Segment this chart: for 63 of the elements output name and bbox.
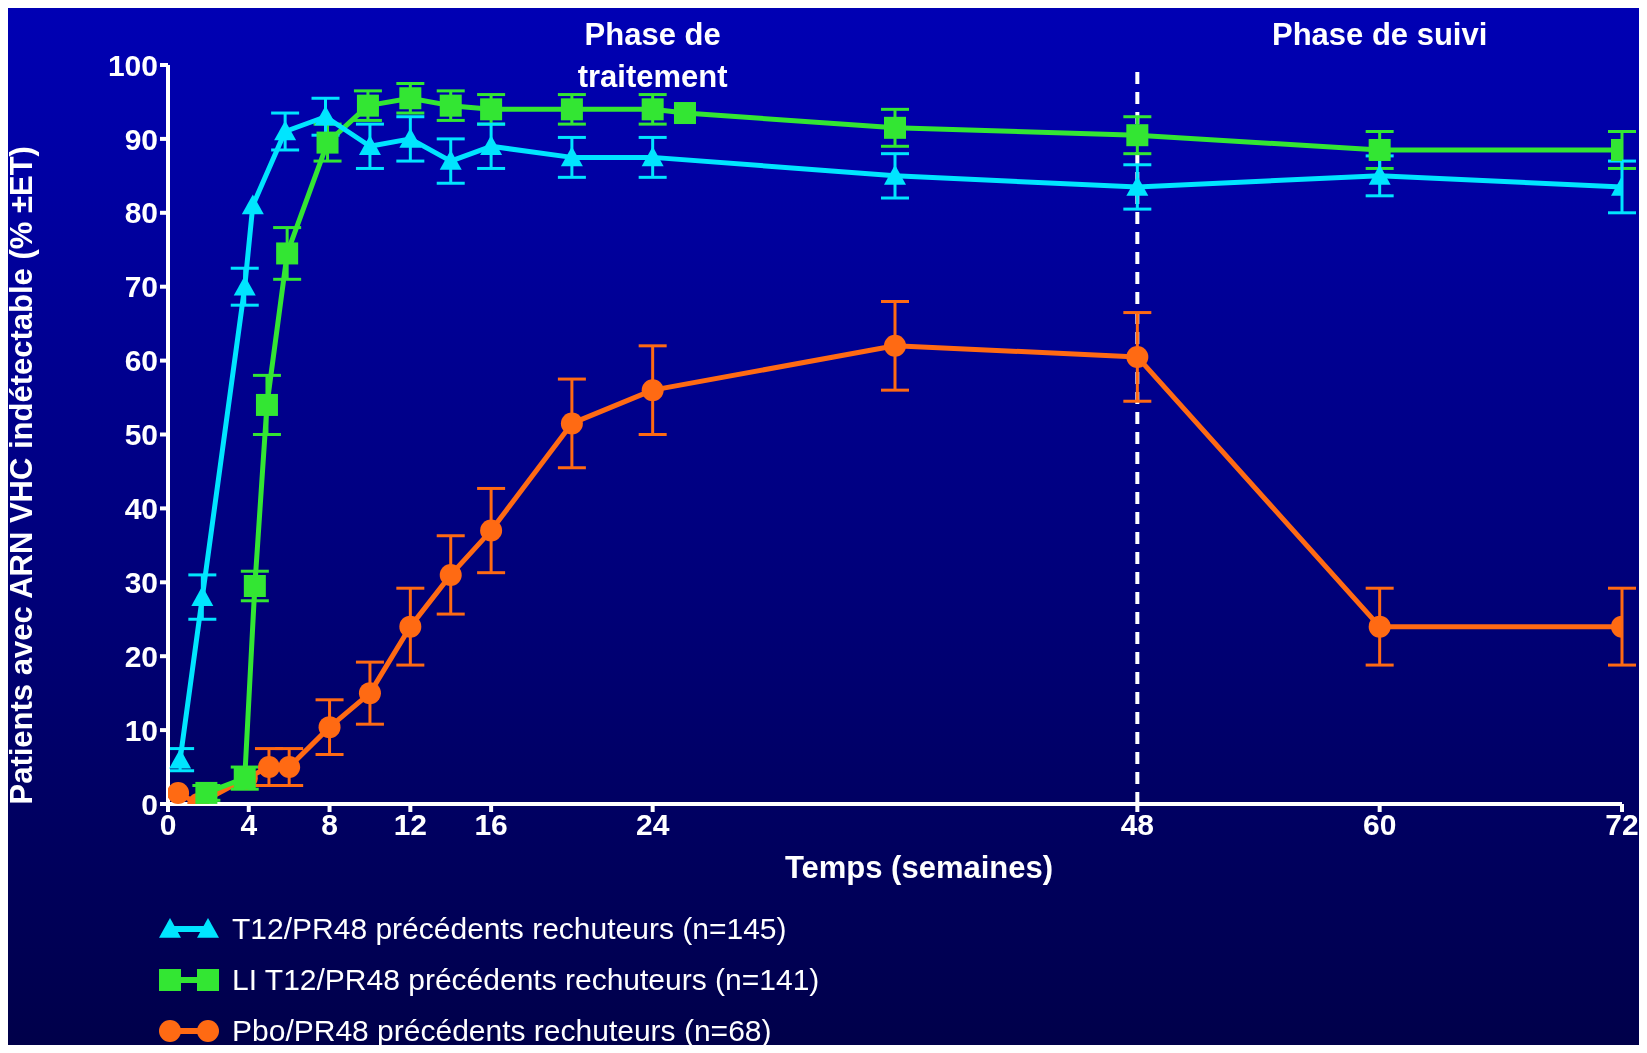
point	[1126, 345, 1149, 368]
point	[884, 334, 906, 357]
point	[439, 94, 462, 117]
y-tick-label: 100	[107, 48, 158, 82]
point	[1368, 615, 1391, 638]
y-tick-label: 60	[124, 344, 158, 378]
point	[278, 756, 301, 779]
y-tick-label: 40	[124, 492, 158, 526]
x-tick-label: 4	[240, 808, 258, 842]
y-tick-label: 90	[124, 122, 158, 156]
legend-label: Pbo/PR48 précédents rechuteurs (n=68)	[232, 1013, 772, 1048]
y-tick-label: 0	[141, 787, 158, 821]
x-tick-label: 24	[635, 808, 670, 842]
point	[1368, 164, 1391, 185]
point	[1126, 124, 1149, 147]
y-tick-label: 10	[124, 713, 158, 747]
annotation: Phase de traitement	[576, 16, 729, 96]
legend-label: T12/PR48 précédents rechuteurs (n=145)	[232, 911, 787, 946]
point	[241, 194, 264, 215]
point	[884, 116, 906, 139]
point	[641, 379, 664, 402]
point	[439, 150, 462, 170]
point	[358, 682, 381, 705]
point	[358, 135, 381, 156]
y-tick-label: 80	[124, 196, 158, 230]
legend-label: LI T12/PR48 précédents rechuteurs (n=141)	[232, 962, 820, 997]
point	[480, 519, 503, 542]
point	[1126, 175, 1149, 196]
x-tick-label: 16	[474, 808, 508, 842]
point	[641, 146, 664, 167]
point	[884, 164, 906, 185]
x-tick-label: 48	[1120, 808, 1155, 842]
point	[318, 716, 341, 739]
point	[560, 146, 583, 167]
point	[168, 781, 190, 804]
point	[673, 102, 696, 125]
point	[399, 127, 422, 148]
x-tick-label: 8	[321, 808, 338, 842]
point	[641, 98, 664, 121]
point	[399, 615, 422, 638]
text: Phase de suivi	[1270, 16, 1489, 54]
point	[257, 756, 280, 779]
x-axis-title: Temps (semaines)	[784, 850, 1054, 885]
point	[480, 135, 503, 156]
y-tick-label: 50	[124, 418, 158, 452]
point	[243, 575, 266, 597]
point	[316, 131, 339, 154]
point	[1368, 138, 1391, 161]
point	[439, 563, 462, 586]
x-tick-label: 72	[1605, 808, 1639, 842]
point	[191, 586, 214, 606]
y-tick-label: 30	[124, 565, 158, 599]
point	[314, 105, 337, 126]
x-tick-label: 12	[393, 808, 428, 842]
point	[255, 393, 278, 416]
y-tick-label: 70	[124, 270, 158, 304]
point	[276, 242, 299, 265]
y-tick-label: 20	[124, 639, 158, 673]
y-axis-title: Patients avec ARN VHC indétectable (% ±ET)	[4, 146, 40, 805]
point	[560, 412, 583, 435]
point	[399, 87, 422, 110]
point	[274, 120, 297, 141]
x-tick-label: 60	[1362, 808, 1397, 842]
